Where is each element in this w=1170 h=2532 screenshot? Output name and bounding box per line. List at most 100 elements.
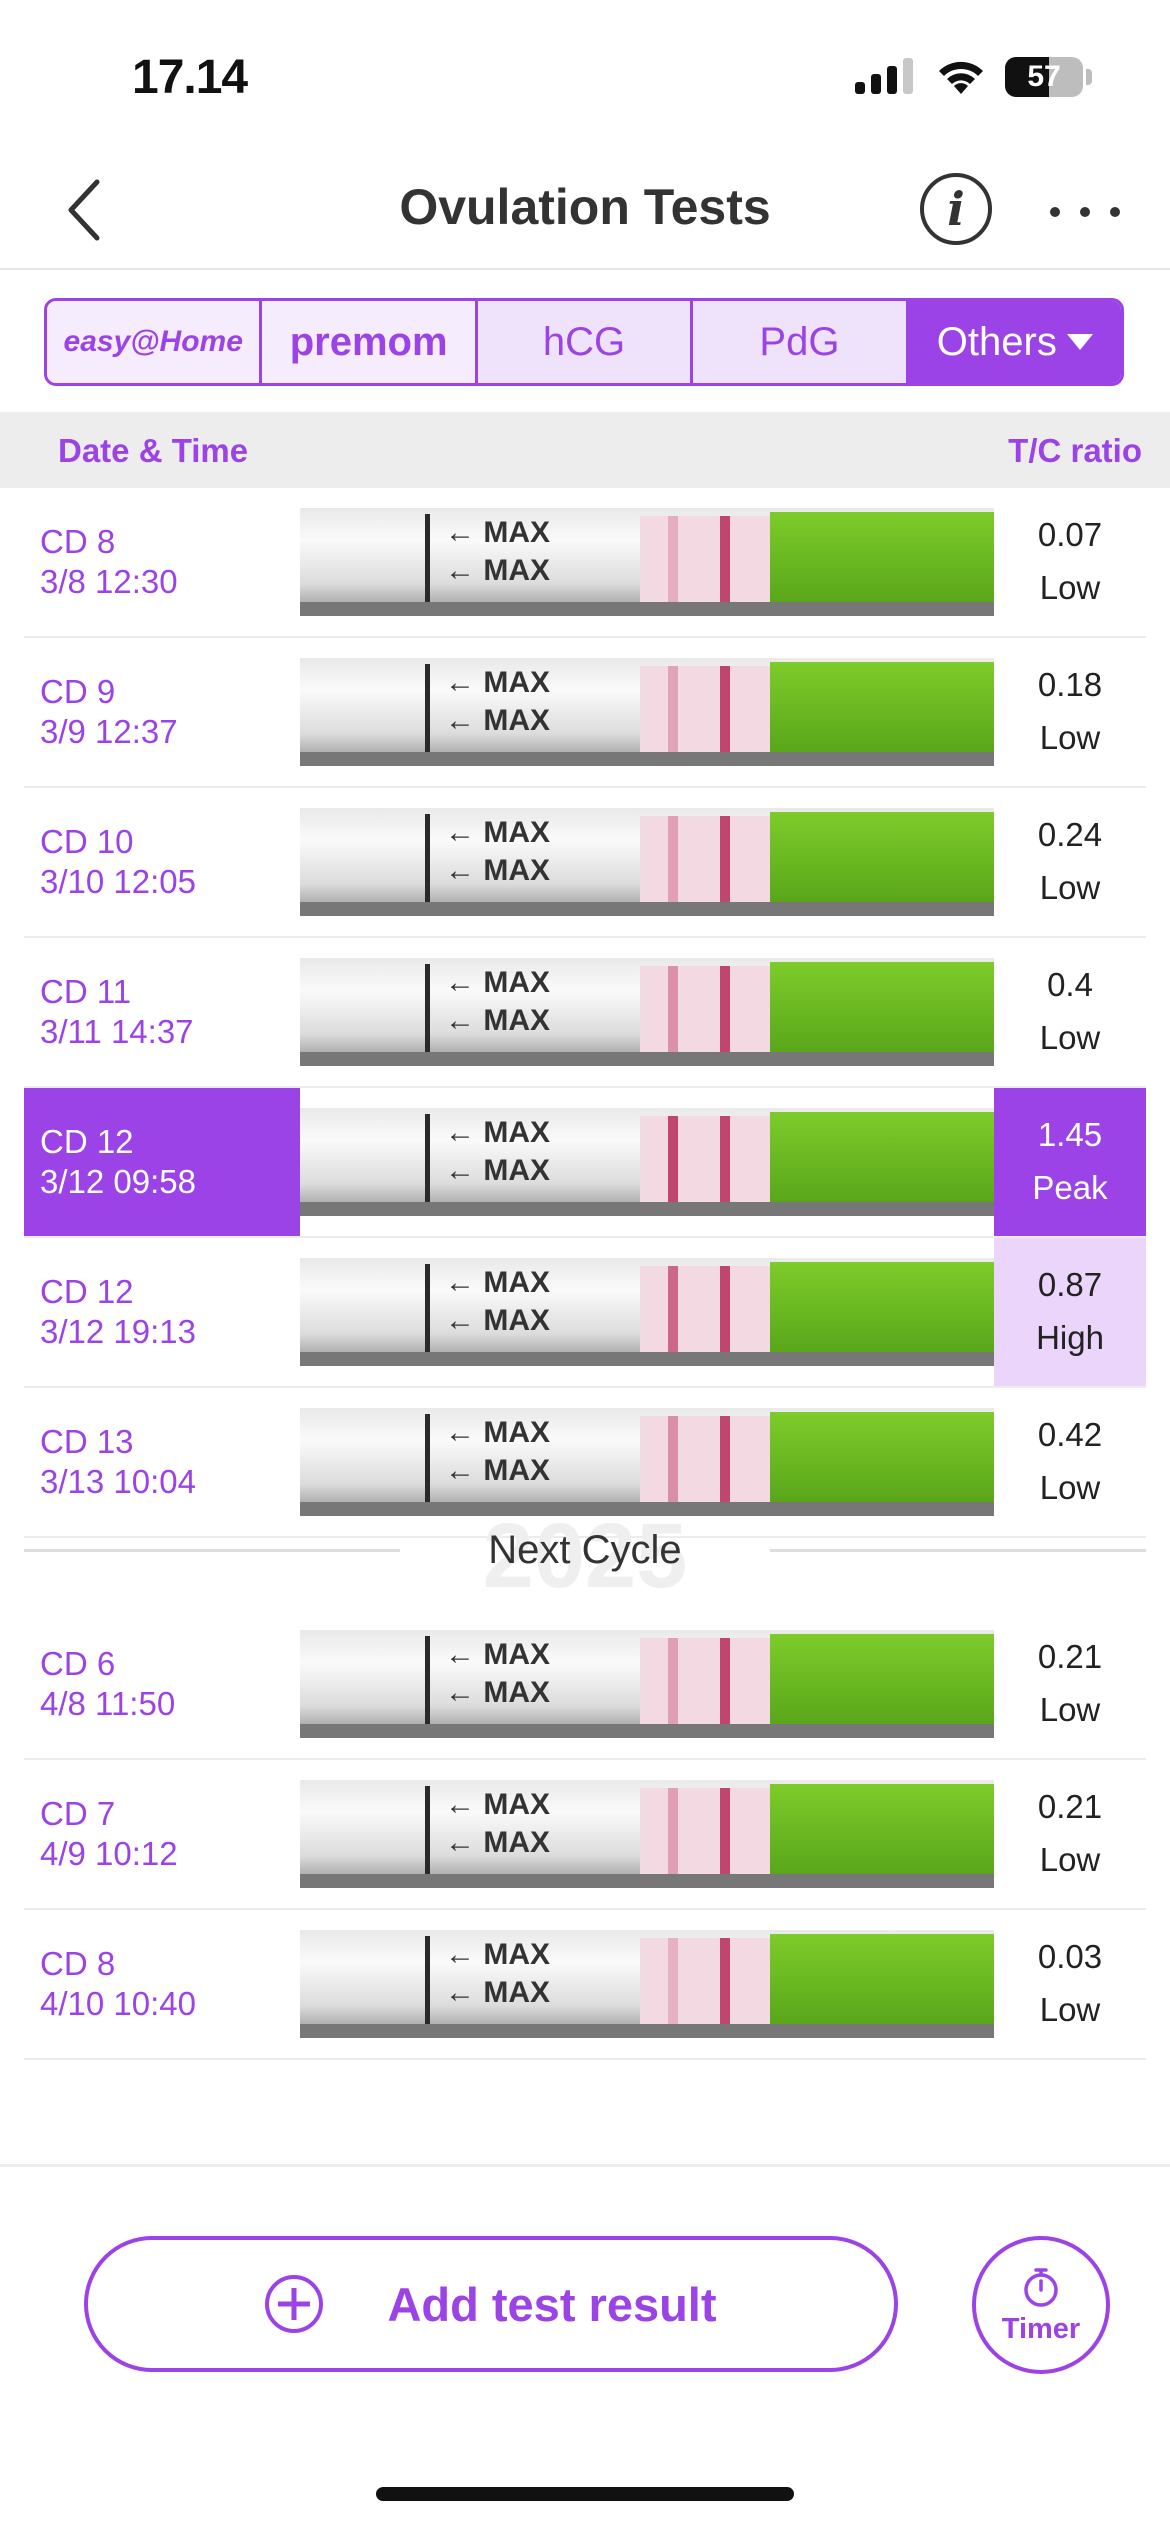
strip-test-line (668, 966, 678, 1052)
tab-others[interactable]: Others (908, 301, 1121, 383)
strip-max-label: ← MAX ← MAX (445, 1114, 550, 1190)
strip-dip-line (425, 1936, 430, 2028)
strip-edge (300, 1202, 994, 1216)
tab-label: hCG (542, 319, 626, 364)
lh-level: Low (1039, 569, 1101, 606)
strip-max-label: ← MAX ← MAX (445, 964, 550, 1040)
strip-test-line (668, 1416, 678, 1502)
row-date-cell: CD 8 3/8 12:30 (24, 488, 300, 636)
add-test-result-button[interactable]: Add test result (84, 2236, 898, 2372)
test-strip-photo: ← MAX ← MAX (300, 1408, 994, 1516)
cycle-year-watermark: 2025 (482, 1505, 688, 1607)
strip-control-line (720, 516, 730, 602)
row-ratio-cell: 1.45 Peak (994, 1088, 1146, 1236)
strip-max-label: ← MAX ← MAX (445, 1936, 550, 2012)
row-date-cell: CD 11 3/11 14:37 (24, 938, 300, 1086)
table-row[interactable]: CD 8 3/8 12:30 ← MAX ← MAX 0.07 Low (24, 488, 1146, 638)
strip-handle (770, 1412, 994, 1502)
more-button[interactable] (1050, 182, 1120, 242)
test-datetime: 3/9 12:37 (40, 713, 178, 750)
cycle-day: CD 8 (40, 523, 116, 561)
back-button[interactable] (50, 170, 120, 250)
cycle-day: CD 8 (40, 1945, 116, 1983)
test-strip-photo: ← MAX ← MAX (300, 1258, 994, 1366)
strip-max-text: ← MAX (445, 966, 550, 999)
strip-control-line (720, 966, 730, 1052)
battery-icon: 57 (1005, 57, 1083, 97)
test-strip-photo: ← MAX ← MAX (300, 1108, 994, 1216)
wifi-icon (939, 61, 983, 94)
table-row[interactable]: CD 11 3/11 14:37 ← MAX ← MAX 0.4 Low (24, 938, 1146, 1088)
strip-control-line (720, 1788, 730, 1874)
cycle-day: CD 12 (40, 1273, 134, 1311)
test-datetime: 3/11 14:37 (40, 1013, 194, 1050)
table-header: Date & Time T/C ratio (0, 412, 1170, 488)
strip-max-text: ← MAX (445, 1826, 550, 1859)
table-row[interactable]: CD 13 3/13 10:04 ← MAX ← MAX 0.42 Low (24, 1388, 1146, 1538)
strip-max-text: ← MAX (445, 854, 550, 887)
strip-dip-line (425, 964, 430, 1056)
strip-edge (300, 1352, 994, 1366)
strip-edge (300, 1052, 994, 1066)
strip-edge (300, 2024, 994, 2038)
lh-level: Peak (1032, 1169, 1108, 1206)
strip-handle (770, 1934, 994, 2024)
strip-result-window (640, 816, 770, 902)
strip-result-window (640, 516, 770, 602)
tab-pdg[interactable]: PdG (693, 301, 909, 383)
row-ratio-cell: 0.21 Low (994, 1760, 1146, 1908)
status-time: 17.14 (132, 51, 248, 104)
strip-handle (770, 962, 994, 1052)
row-ratio-cell: 0.07 Low (994, 488, 1146, 636)
strip-max-text: ← MAX (445, 1976, 550, 2009)
cycle-day: CD 6 (40, 1645, 116, 1683)
tc-ratio-value: 0.87 (1037, 1266, 1103, 1304)
row-ratio-cell: 0.21 Low (994, 1610, 1146, 1758)
table-row[interactable]: CD 8 4/10 10:40 ← MAX ← MAX 0.03 Low (24, 1910, 1146, 2060)
strip-result-window (640, 1266, 770, 1352)
strip-control-line (720, 1416, 730, 1502)
test-strip-photo: ← MAX ← MAX (300, 1930, 994, 2038)
tc-ratio-value: 0.42 (1037, 1416, 1103, 1454)
test-datetime: 4/8 11:50 (40, 1685, 176, 1722)
tab-premom[interactable]: premom (262, 301, 478, 383)
info-button[interactable]: i (920, 173, 992, 245)
test-strip-photo: ← MAX ← MAX (300, 1780, 994, 1888)
table-row[interactable]: CD 12 3/12 19:13 ← MAX ← MAX 0.87 High (24, 1238, 1146, 1388)
strip-max-text: ← MAX (445, 1638, 550, 1671)
strip-test-line (668, 1638, 678, 1724)
timer-button[interactable]: Timer (972, 2236, 1110, 2374)
cycle-day: CD 13 (40, 1423, 134, 1461)
strip-result-window (640, 666, 770, 752)
tab-hcg[interactable]: hCG (477, 301, 694, 383)
table-row[interactable]: CD 12 3/12 09:58 ← MAX ← MAX 1.45 Peak (24, 1088, 1146, 1238)
tab-easy-at-home[interactable]: easy@Home (47, 301, 263, 383)
table-row[interactable]: CD 9 3/9 12:37 ← MAX ← MAX 0.18 Low (24, 638, 1146, 788)
strip-max-label: ← MAX ← MAX (445, 1786, 550, 1862)
strip-edge (300, 902, 994, 916)
next-cycle-label: Next Cycle (488, 1528, 682, 1572)
test-strip-photo: ← MAX ← MAX (300, 958, 994, 1066)
table-row[interactable]: CD 10 3/10 12:05 ← MAX ← MAX 0.24 Low (24, 788, 1146, 938)
strip-handle (770, 1784, 994, 1874)
strip-result-window (640, 1638, 770, 1724)
table-row[interactable]: CD 6 4/8 11:50 ← MAX ← MAX 0.21 Low (24, 1610, 1146, 1760)
more-dot (1080, 207, 1090, 217)
strip-dip-line (425, 664, 430, 756)
battery-percent: 57 (1027, 60, 1061, 93)
strip-test-line (668, 1788, 678, 1874)
row-ratio-cell: 0.03 Low (994, 1910, 1146, 2058)
table-row[interactable]: CD 7 4/9 10:12 ← MAX ← MAX 0.21 Low (24, 1760, 1146, 1910)
home-indicator (376, 2487, 794, 2501)
plus-circle-icon (265, 2275, 324, 2333)
row-date-cell: CD 12 3/12 19:13 (24, 1238, 300, 1386)
page-title: Ovulation Tests (399, 179, 771, 235)
row-date-cell: CD 13 3/13 10:04 (24, 1388, 300, 1536)
test-datetime: 4/9 10:12 (40, 1835, 178, 1872)
cycle-day: CD 9 (40, 673, 116, 711)
strip-max-text: ← MAX (445, 516, 550, 549)
strip-handle (770, 1262, 994, 1352)
strip-max-text: ← MAX (445, 1304, 550, 1337)
strip-result-window (640, 1938, 770, 2024)
strip-edge (300, 1502, 994, 1516)
